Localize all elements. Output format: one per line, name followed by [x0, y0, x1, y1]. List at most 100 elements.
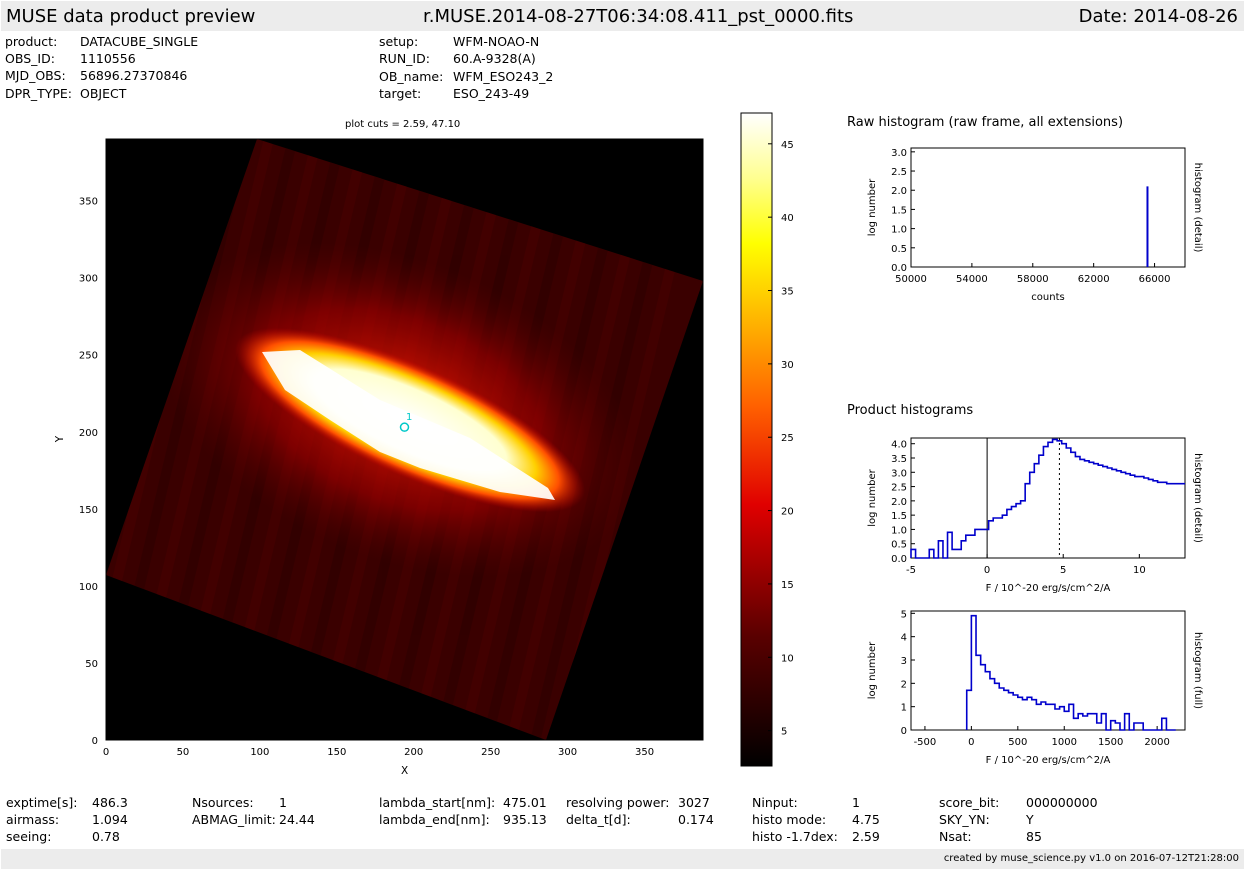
colorbar-tick-label: 15	[781, 580, 794, 591]
x-axis-label: F / 10^-20 erg/s/cm^2/A	[986, 583, 1111, 594]
source-marker	[399, 422, 410, 432]
y-tick-label: 2.0	[891, 186, 907, 197]
y2-axis-label: histogram (detail)	[1192, 453, 1203, 543]
meta-value: OBJECT	[80, 86, 127, 101]
x-tick-label: 62000	[1078, 274, 1110, 285]
y-axis-label: log number	[867, 468, 878, 526]
x-tick-label: -5	[906, 565, 916, 576]
histogram-series	[910, 438, 1185, 559]
x-tick-label: 50000	[895, 274, 927, 285]
stat-value: 475.01	[503, 795, 547, 810]
meta-value: ESO_243-49	[453, 86, 530, 101]
x-axis-label: X	[401, 765, 409, 777]
stat-label: exptime[s]:	[6, 795, 78, 810]
stat-label: Ninput:	[752, 795, 798, 810]
meta-value: WFM_ESO243_2	[453, 69, 554, 84]
y-tick-label: 0	[901, 726, 907, 737]
stat-value: 0.174	[678, 812, 714, 827]
x-tick-label: 200	[404, 747, 423, 758]
stat-label: histo -1.7dex:	[752, 829, 838, 844]
app-title: MUSE data product preview	[6, 6, 256, 27]
y-tick-label: 1.5	[891, 511, 907, 522]
x-tick-label: 1000	[1052, 737, 1077, 748]
y-tick-label: 50	[85, 659, 98, 670]
stat-value: 0.78	[92, 829, 120, 844]
y-tick-label: 1.0	[891, 225, 907, 236]
y-tick-label: 100	[79, 582, 98, 593]
x-tick-label: 50	[177, 747, 190, 758]
y-tick-label: 2.5	[891, 483, 907, 494]
y-tick-label: 1.5	[891, 205, 907, 216]
x-tick-label: 58000	[1017, 274, 1049, 285]
stat-value: Y	[1026, 812, 1034, 827]
stat-value: 85	[1026, 829, 1042, 844]
y-tick-label: 5	[901, 609, 907, 620]
detail-histogram: -5 0 5 10 0.0 0.5 1.0 1.5 2.0 2.5 3.0 3.5 4.0 F / 10^…	[867, 437, 1203, 594]
y-tick-label: 1	[901, 703, 907, 714]
plot-frame	[910, 437, 1186, 559]
meta-label: OB_name:	[379, 69, 444, 84]
x-tick-label: -500	[914, 737, 937, 748]
x-axis-label: F / 10^-20 erg/s/cm^2/A	[986, 755, 1111, 766]
colorbar-tick-label: 5	[781, 727, 787, 738]
stat-label: SKY_YN:	[939, 812, 990, 827]
stat-label: seeing:	[6, 829, 52, 844]
title-bar: MUSE data product preview r.MUSE.2014-08…	[1, 1, 1244, 31]
x-tick-label: 0	[984, 565, 990, 576]
y-tick-label: 3.0	[891, 468, 907, 479]
x-tick-label: 250	[481, 747, 500, 758]
stat-value: 24.44	[279, 812, 315, 827]
stat-value: 1	[852, 795, 860, 810]
x-tick-label: 2000	[1144, 737, 1169, 748]
stat-label: lambda_end[nm]:	[379, 812, 490, 827]
meta-label: RUN_ID:	[379, 51, 430, 66]
stat-label: lambda_start[nm]:	[379, 795, 496, 810]
footer-bar: created by muse_science.py v1.0 on 2016-…	[1, 849, 1244, 869]
y2-axis-label: histogram (full)	[1192, 632, 1203, 709]
image-axes: 0 50 100 150 200 250 300 350 0 50 100 150 200 250 300 3…	[79, 197, 654, 758]
x-tick-label: 1500	[1098, 737, 1123, 748]
stat-label: Nsources:	[192, 795, 254, 810]
y-tick-label: 3.5	[891, 454, 907, 465]
plot-frame	[910, 147, 1186, 268]
meta-value: 56896.27370846	[80, 68, 188, 83]
date-label: Date: 2014-08-26	[1078, 6, 1238, 27]
y-tick-label: 0	[92, 736, 98, 747]
x-tick-label: 0	[103, 747, 109, 758]
plot-cuts-title: plot cuts = 2.59, 47.10	[345, 119, 461, 130]
product-histogram-title: Product histograms	[847, 403, 974, 418]
y-tick-label: 2.5	[891, 167, 907, 178]
stat-label: resolving power:	[566, 795, 670, 810]
colorbar-tick-label: 40	[781, 213, 794, 224]
colorbar-tick-label: 20	[781, 507, 794, 518]
stat-label: ABMAG_limit:	[192, 812, 276, 827]
y-tick-label: 250	[79, 351, 98, 362]
x-tick-label: 10	[1133, 565, 1146, 576]
y-tick-label: 0.5	[891, 540, 907, 551]
meta-value: WFM-NOAO-N	[453, 34, 540, 49]
y-tick-label: 1.0	[891, 525, 907, 536]
colorbar-ticks: 5 10 15 20 25 30 35 40 45	[768, 140, 794, 738]
stat-value: 486.3	[92, 795, 128, 810]
y-tick-label: 4.0	[891, 440, 907, 451]
colorbar-tick-label: 45	[781, 140, 794, 151]
colorbar-tick-label: 25	[781, 433, 794, 444]
y-tick-label: 2.0	[891, 497, 907, 508]
stat-value: 3027	[678, 795, 710, 810]
stat-label: delta_t[d]:	[566, 812, 631, 827]
colorbar	[740, 112, 773, 767]
meta-label: MJD_OBS:	[5, 68, 66, 83]
x-tick-label: 350	[635, 747, 654, 758]
x-tick-label: 100	[250, 747, 269, 758]
y-axis-label: Y	[54, 435, 67, 443]
x-axis-label: counts	[1031, 292, 1064, 303]
stat-value: 1	[279, 795, 287, 810]
source-label: 1	[406, 412, 413, 423]
stat-value: 2.59	[852, 829, 880, 844]
meta-label: DPR_TYPE:	[5, 86, 73, 101]
file-name: r.MUSE.2014-08-27T06:34:08.411_pst_0000.…	[423, 6, 854, 27]
y-tick-label: 0.0	[891, 554, 907, 565]
y-axis-label: log number	[867, 178, 878, 236]
stat-value: 4.75	[852, 812, 880, 827]
stat-label: histo mode:	[752, 812, 827, 827]
